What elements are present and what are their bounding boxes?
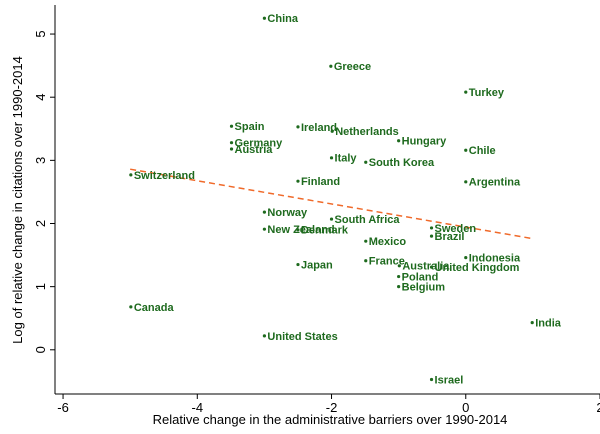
point-label: Argentina: [469, 177, 521, 189]
y-tick-label: 2: [33, 220, 48, 227]
point: [329, 64, 333, 68]
point: [329, 156, 334, 160]
point-label: United Kingdom: [435, 262, 520, 274]
y-tick-label: 1: [33, 283, 48, 290]
point-label: Germany: [235, 138, 284, 150]
point: [464, 90, 468, 94]
point: [464, 180, 468, 184]
point: [296, 262, 300, 267]
point: [464, 255, 468, 260]
point-label: Mexico: [369, 236, 407, 248]
point: [296, 228, 300, 232]
point-label: Indonesia: [469, 253, 521, 265]
point: [464, 148, 468, 152]
point-label: Australia: [402, 261, 450, 273]
point-label: South Korea: [369, 157, 435, 169]
point: [129, 305, 133, 309]
point-label: Spain: [235, 121, 265, 133]
y-tick-label: 0: [33, 346, 48, 353]
point-label: Brazil: [435, 231, 465, 243]
x-tick-label: -6: [57, 400, 69, 415]
point: [364, 259, 368, 263]
point-label: Greece: [334, 61, 371, 73]
point-label: France: [369, 256, 405, 268]
point-label: Austria: [235, 144, 274, 156]
point-label: Hungary: [402, 136, 448, 148]
point-label: New Zealand: [267, 224, 334, 236]
point: [397, 274, 401, 279]
point-label: Israel: [435, 374, 464, 386]
point-label: Denmark: [301, 225, 349, 237]
point-label: China: [267, 13, 298, 25]
point-label: Japan: [301, 259, 333, 271]
point: [296, 179, 300, 183]
point: [364, 160, 368, 164]
point: [229, 141, 234, 145]
point-label: Italy: [335, 153, 358, 165]
point-label: Netherlands: [335, 126, 399, 138]
y-axis-label: Log of relative change in citations over…: [10, 56, 25, 344]
point: [129, 173, 133, 177]
fit-line: [130, 168, 534, 240]
point: [397, 264, 401, 268]
point: [262, 210, 267, 214]
x-tick-label: 2: [596, 400, 600, 415]
point-label: Poland: [402, 271, 439, 283]
y-tick-label: 3: [33, 157, 48, 164]
point-label: India: [535, 318, 562, 330]
point: [397, 139, 401, 143]
point-label: Chile: [469, 145, 496, 157]
point-label: Ireland: [301, 122, 337, 134]
point: [262, 16, 267, 20]
x-tick-label: -2: [326, 400, 338, 415]
point-label: United States: [267, 331, 337, 343]
point: [397, 285, 401, 289]
point: [429, 377, 434, 382]
x-tick-label: 0: [462, 400, 469, 415]
point: [364, 239, 368, 243]
x-tick-label: -4: [192, 400, 204, 415]
point-label: Belgium: [402, 282, 446, 294]
point-label: Turkey: [469, 87, 505, 99]
y-tick-label: 4: [33, 94, 48, 101]
point: [429, 265, 434, 269]
point: [262, 334, 267, 338]
point-label: Finland: [301, 176, 340, 188]
point-label: Switzerland: [134, 170, 195, 182]
point: [429, 234, 434, 238]
y-tick-label: 5: [33, 30, 48, 37]
point-label: Norway: [267, 207, 308, 219]
point: [296, 125, 300, 129]
point-label: Sweden: [435, 223, 477, 235]
point: [330, 129, 334, 133]
point: [229, 147, 234, 151]
point: [530, 321, 534, 325]
point: [262, 227, 267, 231]
point-label: Canada: [134, 302, 175, 314]
point: [329, 217, 334, 221]
point: [229, 124, 234, 128]
point-label: South Africa: [335, 214, 401, 226]
x-axis-label: Relative change in the administrative ba…: [153, 412, 508, 427]
point: [429, 226, 434, 230]
